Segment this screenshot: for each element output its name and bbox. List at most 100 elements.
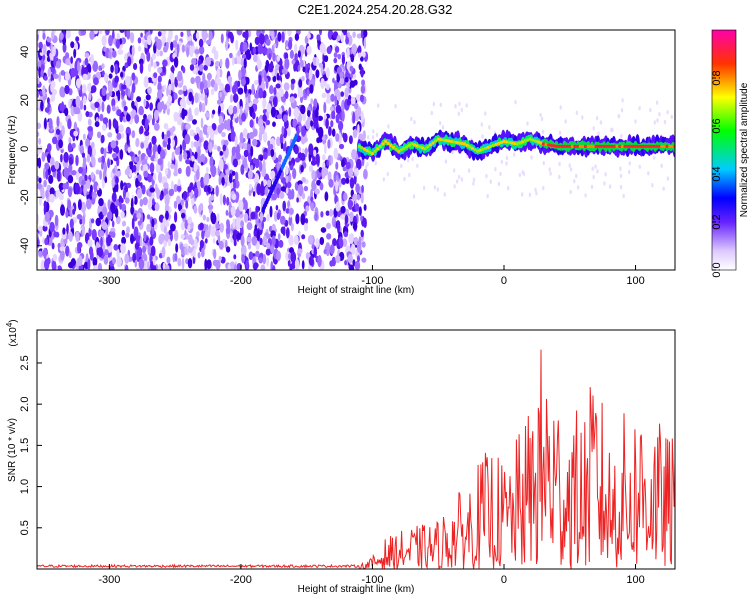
heatmap-noise-cell xyxy=(146,34,152,46)
heatmap-noise-cell xyxy=(59,103,62,112)
heatmap-noise-cell xyxy=(158,171,163,184)
heatmap-noise-cell xyxy=(103,46,107,52)
heatmap-noise-cell xyxy=(305,252,310,260)
heatmap-noise-cell xyxy=(40,101,43,111)
heatmap-noise-cell xyxy=(68,251,72,258)
heatmap-noise-cell xyxy=(43,179,47,188)
heatmap-noise-cell xyxy=(215,185,219,197)
heatmap-noise-cell xyxy=(48,174,54,184)
snr-x-tick-label: -300 xyxy=(98,574,120,586)
heatmap-faint-cell xyxy=(505,155,509,161)
heatmap-noise-cell xyxy=(99,113,104,122)
heatmap-faint-cell xyxy=(494,167,497,172)
heatmap-noise-cell xyxy=(147,261,150,269)
heatmap-x-axis-label: Height of straight line (km) xyxy=(298,285,415,296)
heatmap-noise-cell xyxy=(51,30,55,40)
heatmap-noise-cell xyxy=(107,158,110,169)
heatmap-noise-cell xyxy=(225,209,229,216)
snr-y-multiplier: (x104) xyxy=(5,319,19,346)
heatmap-noise-cell xyxy=(352,73,357,79)
heatmap-noise-cell xyxy=(349,65,354,72)
heatmap-noise-cell xyxy=(170,66,175,73)
heatmap-ridge-core xyxy=(581,144,585,148)
heatmap-ridge-core xyxy=(426,145,430,149)
heatmap-noise-cell xyxy=(287,30,292,36)
heatmap-noise-cell xyxy=(223,139,229,147)
heatmap-ridge-core xyxy=(594,144,598,148)
heatmap-noise-cell xyxy=(176,195,181,205)
heatmap-noise-cell xyxy=(58,182,64,191)
heatmap-noise-cell xyxy=(229,261,236,270)
heatmap-faint-cell xyxy=(432,101,436,107)
colorbar: 0.0 0.2 0.4 0.6 0.8 Normalized spectral ampl… xyxy=(711,29,750,278)
heatmap-noise-cell xyxy=(281,68,287,75)
heatmap-noise-cell xyxy=(114,63,119,75)
heatmap-noise-cell xyxy=(335,180,339,192)
heatmap-noise-cell xyxy=(262,114,268,122)
heatmap-noise-cell xyxy=(38,250,43,257)
heatmap-noise-cell xyxy=(245,77,250,85)
heatmap-noise-cell xyxy=(166,231,170,240)
heatmap-noise-cell xyxy=(206,79,212,88)
heatmap-noise-cell xyxy=(177,70,183,82)
heatmap-y-tick-label: -40 xyxy=(19,238,31,254)
heatmap-noise-cell xyxy=(67,142,73,153)
heatmap-noise-cell xyxy=(121,84,127,90)
heatmap-noise-cell xyxy=(111,192,117,203)
heatmap-noise-cell xyxy=(253,54,258,63)
heatmap-noise-cell xyxy=(76,57,82,64)
heatmap-noise-cell xyxy=(98,230,105,238)
heatmap-noise-cell xyxy=(100,236,103,248)
heatmap-noise-cell xyxy=(341,99,345,112)
snr-panel: -300 -200 -100 0 100 0.51.01.52.02.5 (x104) … xyxy=(5,319,676,595)
heatmap-noise-cell xyxy=(46,37,52,43)
heatmap-noise-cell xyxy=(213,83,218,92)
heatmap-noise-cell xyxy=(354,203,360,212)
heatmap-noise-cell xyxy=(234,171,239,184)
heatmap-noise-cell xyxy=(348,233,354,245)
heatmap-ridge-core xyxy=(481,147,485,151)
heatmap-noise-cell xyxy=(91,229,97,241)
heatmap-faint-cell xyxy=(621,98,624,103)
heatmap-noise-cell xyxy=(43,200,47,209)
heatmap-ridge-core xyxy=(607,144,611,148)
heatmap-faint-cell xyxy=(513,152,516,157)
heatmap-noise-cell xyxy=(101,162,104,170)
heatmap-noise-cell xyxy=(171,125,176,132)
heatmap-faint-cell xyxy=(564,119,567,124)
heatmap-noise-cell xyxy=(201,102,206,113)
heatmap-faint-cell xyxy=(528,192,532,198)
heatmap-noise-cell xyxy=(163,84,167,91)
heatmap-noise-cell xyxy=(225,246,231,253)
heatmap-noise-cell xyxy=(189,47,194,58)
heatmap-x-tick-label: 0 xyxy=(501,275,507,287)
heatmap-noise-cell xyxy=(98,198,104,207)
heatmap-noise-cell xyxy=(276,55,281,62)
heatmap-ridge-core xyxy=(455,140,459,145)
heatmap-noise-cell xyxy=(198,45,205,55)
heatmap-noise-cell xyxy=(224,174,229,183)
heatmap-noise-cell xyxy=(82,73,88,81)
heatmap-noise-cell xyxy=(333,147,339,160)
heatmap-noise-cell xyxy=(169,188,175,196)
heatmap-faint-cell xyxy=(377,103,380,108)
heatmap-noise-cell xyxy=(59,32,64,41)
heatmap-noise-cell xyxy=(121,220,127,227)
heatmap-noise-cell xyxy=(350,53,355,63)
heatmap-noise-cell xyxy=(210,194,215,201)
heatmap-noise-cell xyxy=(69,218,74,229)
heatmap-noise-cell xyxy=(173,184,178,193)
heatmap-noise-cell xyxy=(190,140,194,149)
heatmap-ridge-core xyxy=(539,141,543,145)
heatmap-faint-cell xyxy=(662,186,665,191)
heatmap-faint-cell xyxy=(375,132,379,138)
heatmap-noise-cell xyxy=(272,121,276,127)
heatmap-noise-cell xyxy=(272,96,278,108)
heatmap-noise-cell xyxy=(103,147,107,159)
heatmap-x-ticks: -300 -200 -100 0 100 xyxy=(98,265,645,287)
heatmap-noise-cell xyxy=(167,94,173,104)
heatmap-noise-cell xyxy=(203,64,208,71)
heatmap-noise-cell xyxy=(136,96,142,103)
heatmap-noise-cell xyxy=(270,60,274,73)
heatmap-noise-cell xyxy=(102,244,106,252)
